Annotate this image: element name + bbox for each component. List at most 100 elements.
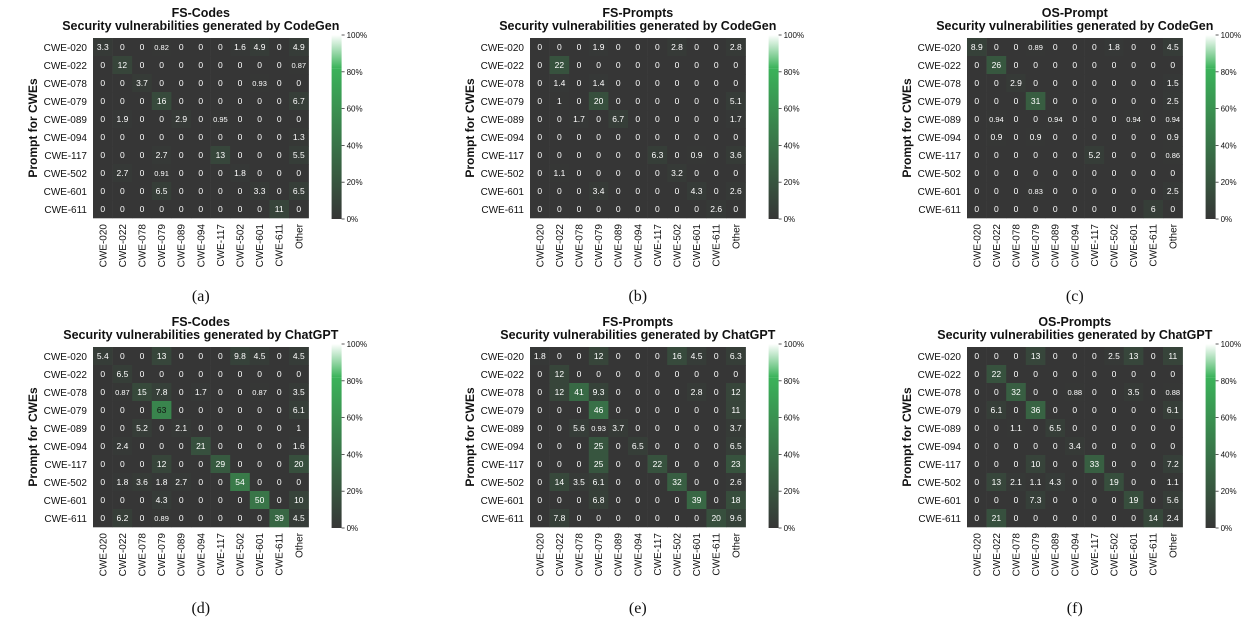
heatmap-cell — [1123, 419, 1144, 438]
panel-caption: (c) — [1066, 288, 1084, 305]
heatmap-cell — [530, 365, 550, 384]
cell-value-label: 0 — [1112, 186, 1117, 196]
cell-value-label: 6.2 — [116, 513, 128, 523]
cell-value-label: 31 — [1031, 96, 1041, 106]
cell-value-label: 0 — [1170, 168, 1175, 178]
cell-value-label: 0 — [616, 150, 621, 160]
cell-value-label: 0 — [277, 96, 282, 106]
cell-value-label: 0 — [1033, 114, 1038, 124]
heatmap-cell — [1006, 110, 1027, 129]
cell-value-label: 0 — [1014, 459, 1019, 469]
heatmap-cell — [967, 56, 987, 75]
cell-value-label: 0 — [277, 60, 282, 70]
heatmap-cell — [151, 491, 172, 510]
heatmap-cell — [171, 401, 192, 420]
cell-value-label: 0 — [257, 204, 262, 214]
cell-value-label: 0 — [694, 132, 699, 142]
cell-value-label: 12 — [594, 351, 604, 361]
cell-value-label: 0 — [179, 186, 184, 196]
cell-value-label: 0 — [238, 186, 243, 196]
cell-value-label: 0 — [1151, 168, 1156, 178]
cell-value-label: 12 — [731, 387, 741, 397]
heatmap-cell — [967, 365, 987, 384]
cell-value-label: 0 — [1053, 459, 1058, 469]
heatmap-cell — [1025, 128, 1046, 147]
cell-value-label: 0 — [537, 405, 542, 415]
heatmap-cell — [1104, 92, 1125, 111]
heatmap-cell — [686, 419, 707, 438]
cell-value-label: 14 — [1148, 513, 1158, 523]
column-label: CWE-502 — [1110, 533, 1121, 577]
cell-value-label: 0 — [974, 114, 979, 124]
cell-value-label: 13 — [157, 351, 167, 361]
cell-value-label: 0 — [675, 186, 680, 196]
cell-value-label: 0 — [218, 78, 223, 88]
heatmap-cell — [1065, 509, 1085, 528]
heatmap-cell — [230, 455, 251, 474]
cell-value-label: 0 — [1033, 369, 1038, 379]
cell-value-label: 0 — [1131, 60, 1136, 70]
heatmap-cell — [686, 473, 707, 492]
cell-value-label: 0 — [974, 186, 979, 196]
cell-value-label: 0 — [140, 405, 145, 415]
heatmap-cell — [706, 473, 727, 492]
cell-value-label: 0 — [238, 114, 243, 124]
cell-value-label: 0 — [100, 114, 105, 124]
cell-value-label: 0 — [1112, 423, 1117, 433]
cell-value-label: 3.6 — [136, 477, 148, 487]
cell-value-label: 0 — [714, 168, 719, 178]
cell-value-label: 0 — [655, 42, 660, 52]
heatmap-cell — [1045, 110, 1066, 129]
cell-value-label: 5.6 — [573, 423, 585, 433]
cell-value-label: 3.3 — [254, 186, 266, 196]
heatmap-cell — [269, 437, 290, 456]
heatmap-cell — [1163, 38, 1183, 57]
y-axis-label: Prompt for CWEs — [900, 387, 914, 487]
heatmap-cell — [986, 509, 1007, 528]
heatmap-cell — [269, 164, 290, 183]
heatmap-cell — [588, 437, 609, 456]
colorbar-tick-label: 60% — [784, 414, 800, 423]
cell-value-label: 25 — [594, 441, 604, 451]
heatmap-cell — [112, 365, 133, 384]
cell-value-label: 41 — [574, 387, 584, 397]
heatmap-cell — [686, 347, 707, 366]
cell-value-label: 0 — [577, 513, 582, 523]
cell-value-label: 0 — [994, 78, 999, 88]
column-label: CWE-601 — [255, 224, 266, 268]
heatmap-cell — [249, 491, 270, 510]
heatmap-cell — [667, 200, 688, 219]
column-label: CWE-089 — [177, 224, 188, 268]
heatmap-cell — [151, 347, 172, 366]
heatmap-cell — [1025, 92, 1046, 111]
heatmap-cell — [249, 401, 270, 420]
heatmap-cell — [269, 200, 290, 219]
heatmap-cell — [1123, 146, 1144, 165]
heatmap-cell — [608, 347, 629, 366]
heatmap-cell — [132, 365, 153, 384]
heatmap-cell — [628, 74, 648, 93]
heatmap-cell — [549, 38, 570, 57]
heatmap-cell — [706, 200, 727, 219]
heatmap-cell — [289, 491, 309, 510]
column-label: CWE-117 — [1090, 533, 1101, 576]
heatmap-cell — [549, 56, 570, 75]
cell-value-label: 0 — [537, 369, 542, 379]
cell-value-label: 0 — [277, 441, 282, 451]
cell-value-label: 16 — [672, 351, 682, 361]
heatmap-cell — [986, 56, 1007, 75]
heatmap-cell — [249, 383, 270, 402]
heatmap-cell — [608, 56, 629, 75]
heatmap-cell — [549, 491, 570, 510]
heatmap-cell — [1084, 401, 1105, 420]
heatmap-cell — [726, 146, 746, 165]
cell-value-label: 0 — [218, 369, 223, 379]
heatmap-cell — [289, 110, 309, 129]
cell-value-label: 0 — [100, 405, 105, 415]
cell-value-label: 0 — [1053, 78, 1058, 88]
cell-value-label: 0 — [218, 351, 223, 361]
heatmap-cell — [1025, 437, 1046, 456]
heatmap-cell — [686, 383, 707, 402]
cell-value-label: 0 — [1131, 423, 1136, 433]
heatmap-cell — [93, 383, 113, 402]
